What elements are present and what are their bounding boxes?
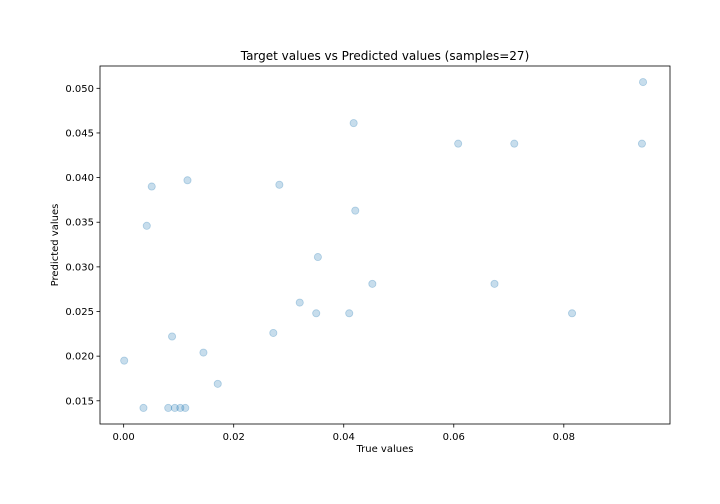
data-point	[168, 332, 177, 341]
x-tick-label: 0.00	[113, 432, 135, 443]
data-point	[269, 328, 278, 337]
y-tick-label: 0.015	[65, 396, 94, 407]
data-point	[142, 221, 151, 230]
data-point	[170, 403, 179, 412]
y-tick-label: 0.050	[65, 84, 94, 95]
y-axis-label: Predicted values	[50, 204, 61, 287]
x-tick-label: 0.02	[223, 432, 245, 443]
data-point	[313, 253, 322, 262]
data-point	[490, 279, 499, 288]
data-point	[120, 356, 129, 365]
x-axis-label: True values	[356, 444, 414, 455]
points-layer	[120, 78, 648, 412]
data-point	[183, 176, 192, 185]
data-point	[176, 403, 185, 412]
data-point	[637, 139, 646, 148]
y-tick-label: 0.040	[65, 173, 94, 184]
y-tick-label: 0.030	[65, 262, 94, 273]
y-tick-label: 0.025	[65, 307, 94, 318]
x-axis: 0.00 0.02 0.04 0.06 0.08	[113, 424, 575, 443]
data-point	[349, 119, 358, 128]
y-tick-label: 0.020	[65, 352, 94, 363]
data-point	[351, 206, 360, 215]
data-point	[199, 348, 208, 357]
data-point	[639, 78, 648, 87]
data-point	[213, 379, 222, 388]
data-point	[368, 279, 377, 288]
data-point	[345, 309, 354, 318]
data-point	[568, 309, 577, 318]
data-point	[181, 403, 190, 412]
chart-title: Target values vs Predicted values (sampl…	[240, 49, 530, 63]
x-tick-label: 0.08	[553, 432, 575, 443]
y-tick-label: 0.035	[65, 218, 94, 229]
x-tick-label: 0.04	[333, 432, 355, 443]
data-point	[275, 180, 284, 189]
data-point	[295, 298, 304, 307]
data-point	[510, 139, 519, 148]
plot-area-frame	[99, 65, 671, 425]
y-tick-label: 0.045	[65, 128, 94, 139]
data-point	[139, 403, 148, 412]
y-axis: 0.015 0.020 0.025 0.030 0.035 0.040 0.045 0.050	[65, 84, 100, 407]
data-point	[147, 182, 156, 191]
x-tick-label: 0.06	[443, 432, 465, 443]
data-point	[312, 309, 321, 318]
data-point	[454, 139, 463, 148]
data-point	[164, 403, 173, 412]
